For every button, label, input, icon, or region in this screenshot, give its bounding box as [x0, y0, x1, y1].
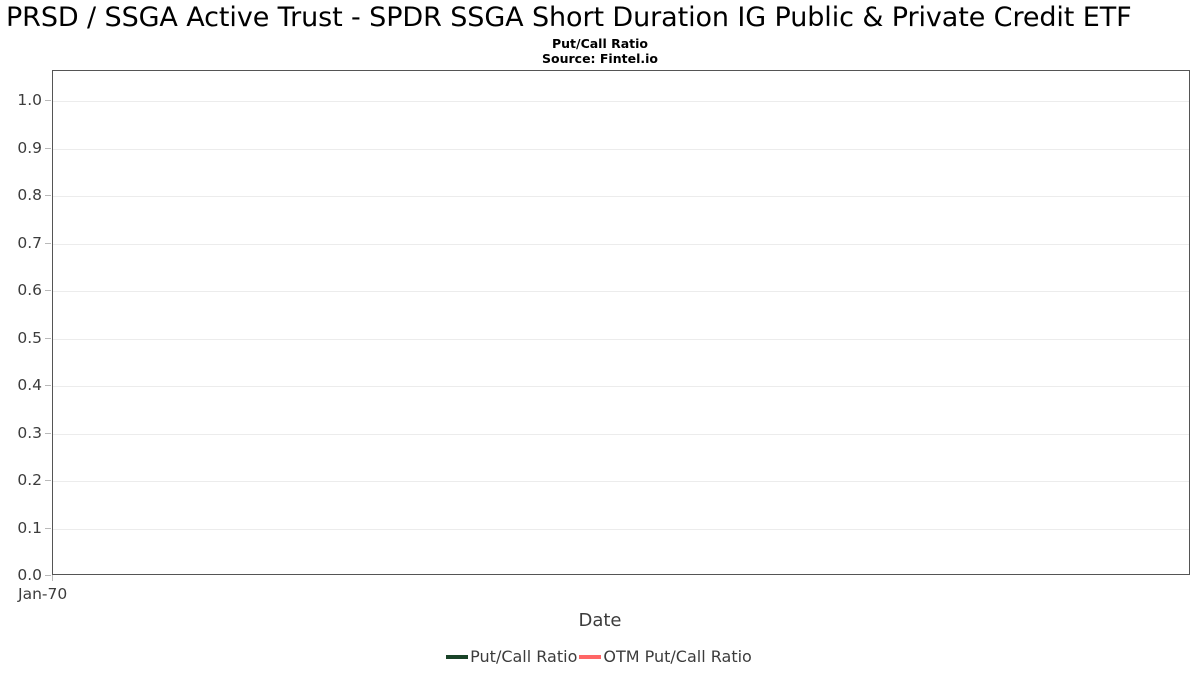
gridline-0.8 [53, 196, 1189, 197]
ytick-label-0.9: 0.9 [17, 138, 42, 157]
gridline-0.3 [53, 433, 1189, 435]
legend-item-put-call-ratio[interactable]: Put/Call Ratio [446, 647, 579, 667]
ytick-mark-0.5 [45, 337, 51, 339]
chart-subtitle: Put/Call Ratio [551, 36, 649, 51]
ytick-label-0.3: 0.3 [17, 423, 42, 442]
series-layer [53, 71, 1189, 574]
gridline-0.9 [53, 148, 1189, 150]
legend-swatch-otm-put-call-ratio [579, 655, 602, 659]
gridline-0.2 [53, 481, 1189, 482]
chart-title: PRSD / SSGA Active Trust - SPDR SSGA Sho… [6, 2, 1132, 33]
gridline-0.4 [53, 386, 1189, 387]
chart-source: Source: Fintel.io [542, 51, 658, 66]
ytick-label-0.5: 0.5 [17, 328, 42, 347]
ytick-label-0.2: 0.2 [17, 471, 42, 489]
ytick-mark-0.4 [45, 385, 51, 386]
gridline-0.1 [53, 528, 1189, 530]
legend: Put/Call Ratio OTM Put/Call Ratio [0, 647, 1200, 667]
ytick-label-1.0: 1.0 [17, 91, 42, 109]
gridline-0.7 [53, 243, 1189, 245]
ytick-label-0.0: 0.0 [17, 566, 42, 584]
xtick-mark-jan-70 [52, 575, 53, 581]
legend-label-otm-put-call-ratio: OTM Put/Call Ratio [603, 647, 752, 666]
ytick-label-0.1: 0.1 [17, 518, 42, 537]
xtick-label-jan-70: Jan-70 [18, 585, 68, 603]
xaxis-title: Date [578, 610, 622, 631]
legend-label-put-call-ratio: Put/Call Ratio [470, 647, 578, 666]
ytick-label-0.7: 0.7 [17, 233, 42, 252]
ytick-mark-0.1 [45, 527, 51, 529]
ytick-mark-0.0 [45, 575, 51, 576]
gridline-0.6 [53, 291, 1189, 292]
legend-item-otm-put-call-ratio[interactable]: OTM Put/Call Ratio [579, 647, 753, 667]
ytick-mark-0.8 [45, 195, 51, 196]
legend-swatch-put-call-ratio [446, 655, 469, 659]
ytick-mark-1.0 [45, 100, 51, 101]
ytick-label-0.6: 0.6 [17, 281, 42, 299]
plot-area [52, 70, 1190, 575]
ytick-mark-0.9 [45, 147, 51, 149]
ytick-mark-0.7 [45, 242, 51, 244]
ytick-label-0.8: 0.8 [17, 186, 42, 204]
ytick-mark-0.6 [45, 290, 51, 291]
gridline-0.5 [53, 338, 1189, 340]
ytick-mark-0.3 [45, 432, 51, 434]
ytick-label-0.4: 0.4 [17, 376, 42, 394]
ytick-mark-0.2 [45, 480, 51, 481]
gridline-1.0 [53, 101, 1189, 102]
